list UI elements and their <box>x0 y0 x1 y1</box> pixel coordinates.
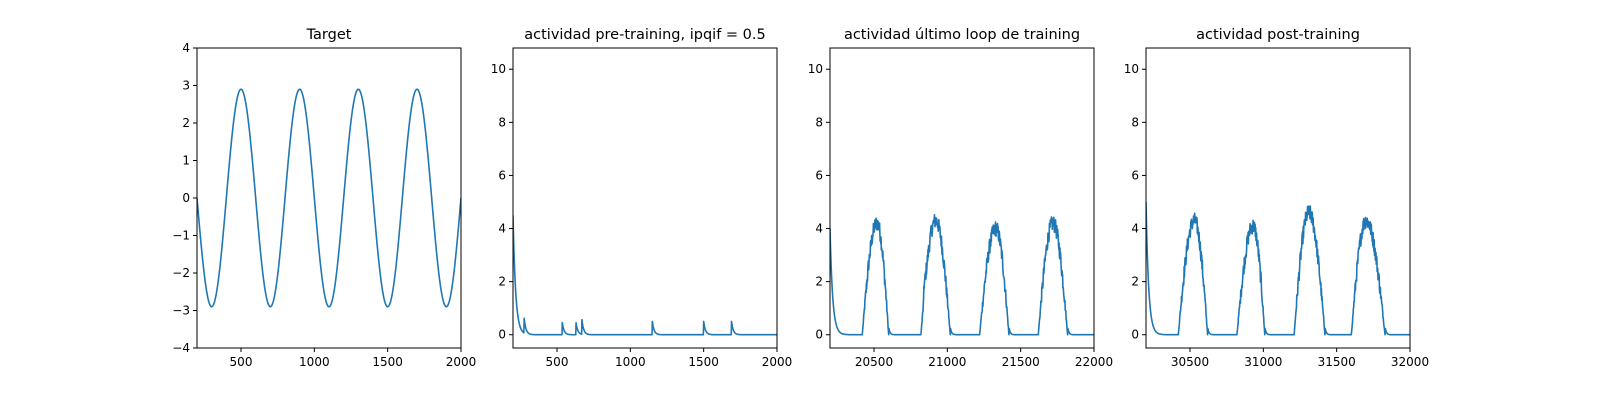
x-tick-label: 2000 <box>762 355 793 369</box>
y-tick-label: 8 <box>1131 115 1139 129</box>
subplot-1: 500 1000 1500 2000 −4 −3 −2 −1 0 1 2 3 4 Target <box>172 27 476 369</box>
x-tick-label: 21500 <box>1002 355 1040 369</box>
x-tick-label: 500 <box>230 355 253 369</box>
y-tick-label: 3 <box>182 79 190 93</box>
subplot-title: actividad último loop de training <box>844 27 1080 43</box>
y-tick-label: 0 <box>498 328 506 342</box>
x-tick-label: 31000 <box>1244 355 1282 369</box>
subplot-title: actividad post-training <box>1196 27 1360 43</box>
y-tick-label: 0 <box>815 328 823 342</box>
x-tick-label: 22000 <box>1075 355 1113 369</box>
y-tick-label: 8 <box>498 115 506 129</box>
y-tick-label: 10 <box>491 62 506 76</box>
y-tick-label: 6 <box>815 168 823 182</box>
x-tick-label: 1500 <box>372 355 403 369</box>
y-tick-label: 1 <box>182 154 190 168</box>
series-line-1-1 <box>197 88 461 308</box>
x-tick-label: 1500 <box>688 355 719 369</box>
y-tick-label: 2 <box>815 275 823 289</box>
x-tick-label: 2000 <box>446 355 477 369</box>
x-tick-label: 1000 <box>615 355 646 369</box>
y-tick-label: 2 <box>498 275 506 289</box>
y-tick-label: 0 <box>182 191 190 205</box>
y-tick-label: 10 <box>1124 62 1139 76</box>
y-tick-label: 4 <box>815 222 823 236</box>
subplot-title: Target <box>306 27 352 43</box>
subplot-title: actividad pre-training, ipqif = 0.5 <box>524 27 765 43</box>
axes-frame <box>1145 47 1411 349</box>
y-tick-label: 4 <box>498 222 506 236</box>
y-tick-label: −3 <box>172 304 190 318</box>
y-tick-label: 6 <box>1131 168 1139 182</box>
y-tick-label: 0 <box>1131 328 1139 342</box>
y-tick-label: 2 <box>182 116 190 130</box>
subplot-3: 20500 21000 21500 22000 0 2 4 6 8 10 actividad últ… <box>808 27 1113 369</box>
x-tick-label: 1000 <box>299 355 330 369</box>
y-tick-label: −4 <box>172 341 190 355</box>
subplot-4: 30500 31000 31500 32000 0 2 4 6 8 10 actividad pos… <box>1124 27 1429 369</box>
x-tick-label: 32000 <box>1391 355 1429 369</box>
x-tick-label: 500 <box>546 355 569 369</box>
y-tick-label: 2 <box>1131 275 1139 289</box>
series-line-3-1 <box>830 213 1094 336</box>
y-tick-label: 6 <box>498 168 506 182</box>
x-tick-label: 31500 <box>1318 355 1356 369</box>
y-tick-label: 4 <box>182 41 190 55</box>
y-tick-label: 4 <box>1131 222 1139 236</box>
y-tick-label: −2 <box>172 266 190 280</box>
x-tick-label: 30500 <box>1171 355 1209 369</box>
series-line-4-1 <box>1146 201 1410 336</box>
y-tick-label: 10 <box>808 62 823 76</box>
x-tick-label: 21000 <box>928 355 966 369</box>
y-tick-label: 8 <box>815 115 823 129</box>
axes-frame <box>829 47 1095 349</box>
y-tick-label: −1 <box>172 229 190 243</box>
x-tick-label: 20500 <box>855 355 893 369</box>
subplot-2: 500 1000 1500 2000 0 2 4 6 8 10 actividad pre-trai… <box>491 27 793 369</box>
series-line-2-1 <box>513 215 777 336</box>
axes-frame <box>512 47 778 349</box>
